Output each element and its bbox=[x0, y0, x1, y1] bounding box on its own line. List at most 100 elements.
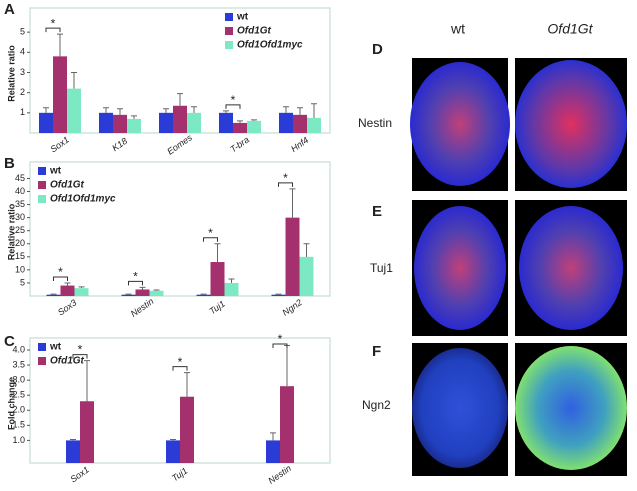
significance-bracket bbox=[72, 354, 88, 359]
bar bbox=[67, 88, 81, 133]
bar bbox=[266, 440, 280, 463]
y-tick-label: 5 bbox=[20, 277, 25, 287]
bar bbox=[53, 56, 67, 134]
bar bbox=[80, 401, 94, 463]
error-bar bbox=[139, 286, 146, 290]
error-bar bbox=[251, 119, 257, 121]
image bbox=[519, 206, 623, 330]
y-tick-label: 2.0 bbox=[12, 405, 25, 415]
error-bar bbox=[170, 439, 176, 441]
significance-bracket bbox=[45, 27, 61, 33]
legend-swatch bbox=[225, 41, 233, 49]
bar bbox=[121, 294, 136, 296]
significance-bracket bbox=[128, 280, 143, 286]
error-bar bbox=[153, 289, 160, 291]
image bbox=[515, 346, 627, 470]
significance-bracket bbox=[172, 366, 188, 371]
significance-bracket bbox=[203, 237, 218, 242]
x-tick-label: Nestin bbox=[129, 296, 156, 319]
error-bar bbox=[57, 33, 63, 57]
bar bbox=[159, 112, 173, 133]
bar bbox=[285, 217, 300, 296]
bar bbox=[39, 112, 53, 133]
bar bbox=[173, 105, 187, 133]
error-bar bbox=[131, 115, 137, 119]
x-tick-label: Eomes bbox=[165, 132, 194, 157]
row-label: Tuj1 bbox=[370, 261, 393, 275]
bar bbox=[135, 289, 150, 296]
y-tick-label: 4 bbox=[20, 47, 25, 57]
row-label: Ngn2 bbox=[362, 398, 391, 412]
x-tick-label: Tuj1 bbox=[207, 299, 227, 317]
error-bar bbox=[275, 293, 282, 295]
bar bbox=[247, 120, 261, 133]
significance-label: * bbox=[278, 332, 283, 346]
significance-bracket bbox=[225, 104, 241, 109]
error-bar bbox=[289, 188, 296, 218]
legend-label: Ofd1Gt bbox=[237, 26, 272, 37]
bar bbox=[280, 386, 294, 463]
bar bbox=[233, 122, 247, 133]
legend-swatch bbox=[38, 357, 46, 365]
significance-bracket bbox=[278, 182, 293, 187]
error-bar bbox=[64, 282, 71, 286]
legend-swatch bbox=[225, 13, 233, 21]
bar bbox=[180, 396, 194, 463]
y-tick-label: 1 bbox=[20, 107, 25, 117]
error-bar bbox=[43, 107, 49, 113]
x-tick-label: Hnf4 bbox=[289, 135, 310, 154]
bar bbox=[113, 114, 127, 133]
y-axis-label: Fold change bbox=[6, 377, 16, 430]
error-bar bbox=[228, 278, 235, 283]
legend-label: wt bbox=[236, 12, 249, 23]
image bbox=[515, 60, 627, 188]
error-bar bbox=[177, 93, 183, 106]
y-tick-label: 2 bbox=[20, 87, 25, 97]
error-bar bbox=[125, 293, 132, 295]
bar bbox=[219, 112, 233, 133]
bar bbox=[279, 112, 293, 133]
error-bar bbox=[84, 360, 90, 402]
panel-label: D bbox=[372, 41, 383, 58]
y-tick-label: 45 bbox=[15, 173, 25, 183]
micrographs bbox=[410, 58, 627, 476]
y-axis-label: Relative ratio bbox=[6, 203, 16, 260]
significance-label: * bbox=[78, 343, 83, 357]
bar bbox=[187, 112, 201, 133]
error-bar bbox=[191, 106, 197, 113]
error-bar bbox=[71, 71, 77, 89]
image bbox=[414, 206, 506, 330]
significance-label: * bbox=[231, 93, 236, 107]
panel-label: C bbox=[4, 333, 15, 350]
y-tick-label: 10 bbox=[15, 264, 25, 274]
x-tick-label: Sox1 bbox=[68, 465, 91, 485]
row-label: Nestin bbox=[358, 116, 392, 130]
y-tick-label: 25 bbox=[15, 225, 25, 235]
bar bbox=[60, 285, 75, 296]
plot-frame bbox=[29, 161, 331, 297]
y-tick-label: 20 bbox=[15, 238, 25, 248]
y-tick-label: 4.0 bbox=[12, 344, 25, 354]
panel-label: F bbox=[372, 343, 381, 360]
x-tick-label: Tuj1 bbox=[170, 466, 190, 484]
legend-label: Ofd1Gt bbox=[50, 356, 85, 367]
panel-label: E bbox=[372, 203, 382, 220]
x-tick-label: Sox3 bbox=[56, 298, 79, 318]
error-bar bbox=[297, 107, 303, 115]
bar bbox=[210, 262, 225, 296]
y-tick-label: 30 bbox=[15, 212, 25, 222]
y-tick-label: 3.0 bbox=[12, 375, 25, 385]
error-bar bbox=[237, 120, 243, 123]
bar bbox=[166, 440, 180, 463]
error-bar bbox=[70, 439, 76, 441]
column-label: Ofd1Gt bbox=[547, 21, 593, 37]
legend-swatch bbox=[38, 181, 46, 189]
legend-swatch bbox=[38, 167, 46, 175]
column-label: wt bbox=[450, 21, 465, 37]
legend-label: Ofd1Ofd1myc bbox=[237, 40, 303, 51]
bar bbox=[196, 294, 211, 296]
error-bar bbox=[223, 110, 229, 113]
bar bbox=[74, 288, 89, 296]
y-tick-label: 3 bbox=[20, 67, 25, 77]
legend-label: wt bbox=[49, 166, 62, 177]
